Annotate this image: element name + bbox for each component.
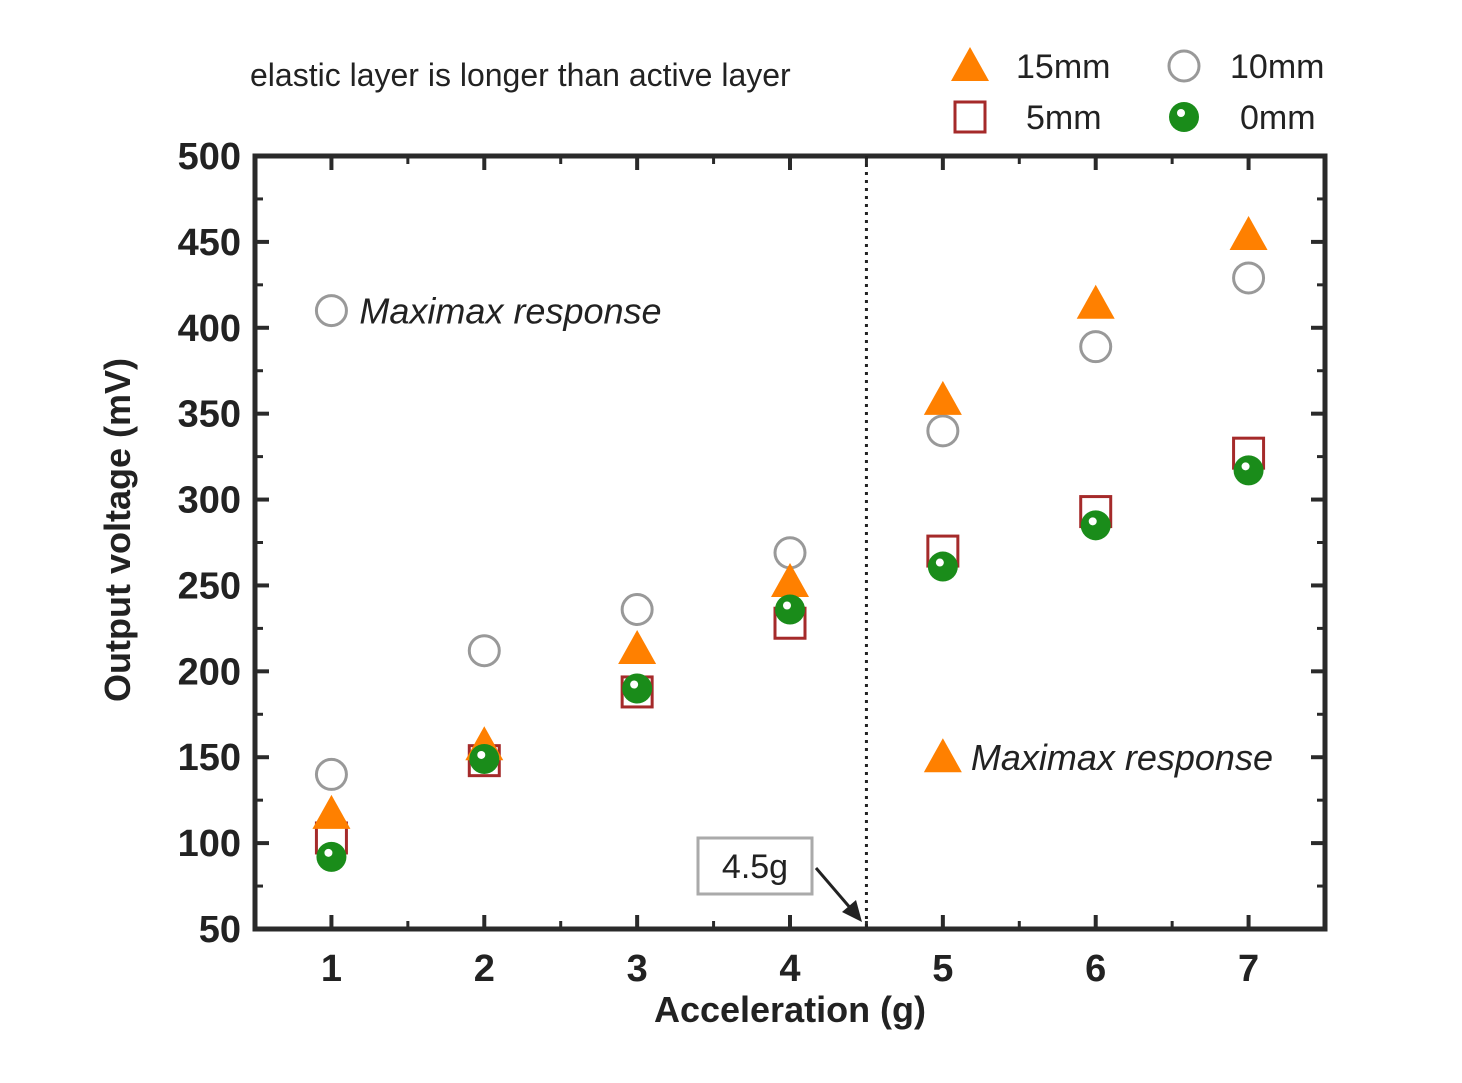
data-point-0mm [622,673,653,704]
y-tick-label: 500 [178,136,241,178]
y-axis-title: Output voltage (mV) [97,358,138,702]
y-tick-label: 200 [178,651,241,693]
annotations: Maximax response Maximax response [314,291,1273,778]
x-tick-label: 4 [779,948,800,990]
x-tick-label: 6 [1085,948,1106,990]
x-tick-label: 3 [627,948,648,990]
chart-title: elastic layer is longer than active laye… [250,57,791,93]
data-point-10mm [620,592,654,626]
data-point-0mm [775,594,805,625]
legend-label-10mm: 10mm [1230,48,1324,86]
data-point-10mm [1232,261,1266,295]
data-point-10mm [926,414,960,448]
data-point-15mm [1076,284,1115,319]
y-tick-label: 100 [178,823,241,865]
threshold-label-box: 4.5g [696,836,814,896]
annotation-marker-2 [923,738,962,773]
y-tick-label: 350 [178,394,241,436]
data-point-10mm [314,757,348,791]
data-points [312,216,1268,872]
data-point-0mm [316,841,347,872]
legend-marker-15mm [951,47,989,81]
x-tick-label: 1 [321,948,342,990]
x-tick-label: 2 [474,948,495,990]
annotation-marker-1 [314,294,348,328]
threshold-label: 4.5g [722,848,788,886]
annotation-text-2: Maximax response [971,737,1273,778]
legend-label-0mm: 0mm [1240,99,1316,137]
x-tick-label: 5 [932,948,953,990]
data-point-15mm [618,630,657,665]
x-tick-label: 7 [1238,948,1259,990]
legend-marker-0mm [1169,102,1199,132]
data-point-10mm [467,634,501,668]
legend-marker-5mm [953,100,987,134]
legend: 15mm 10mm 5mm 0mm [951,47,1324,137]
y-tick-label: 400 [178,308,241,350]
data-point-0mm [469,743,500,774]
axis-ticks: 50 100 150 200 250 300 350 400 450 500 1 2 3 4 5 6 7 [178,136,1325,990]
data-point-15mm [771,563,809,598]
legend-label-5mm: 5mm [1026,99,1102,137]
data-point-0mm [1080,510,1111,541]
data-point-15mm [1229,216,1268,251]
legend-marker-10mm [1167,49,1201,83]
y-tick-label: 50 [199,909,241,951]
data-point-0mm [927,551,958,582]
y-tick-label: 250 [178,565,241,607]
data-point-0mm [1233,455,1264,486]
threshold-arrow [814,867,862,922]
y-tick-label: 300 [178,480,241,522]
y-tick-label: 150 [178,737,241,779]
y-tick-label: 450 [178,222,241,264]
annotation-text-1: Maximax response [359,291,661,332]
data-point-15mm [312,794,351,829]
x-axis-title: Acceleration (g) [654,989,926,1030]
legend-label-15mm: 15mm [1016,48,1110,86]
data-point-15mm [923,380,962,415]
data-point-10mm [1079,330,1113,364]
